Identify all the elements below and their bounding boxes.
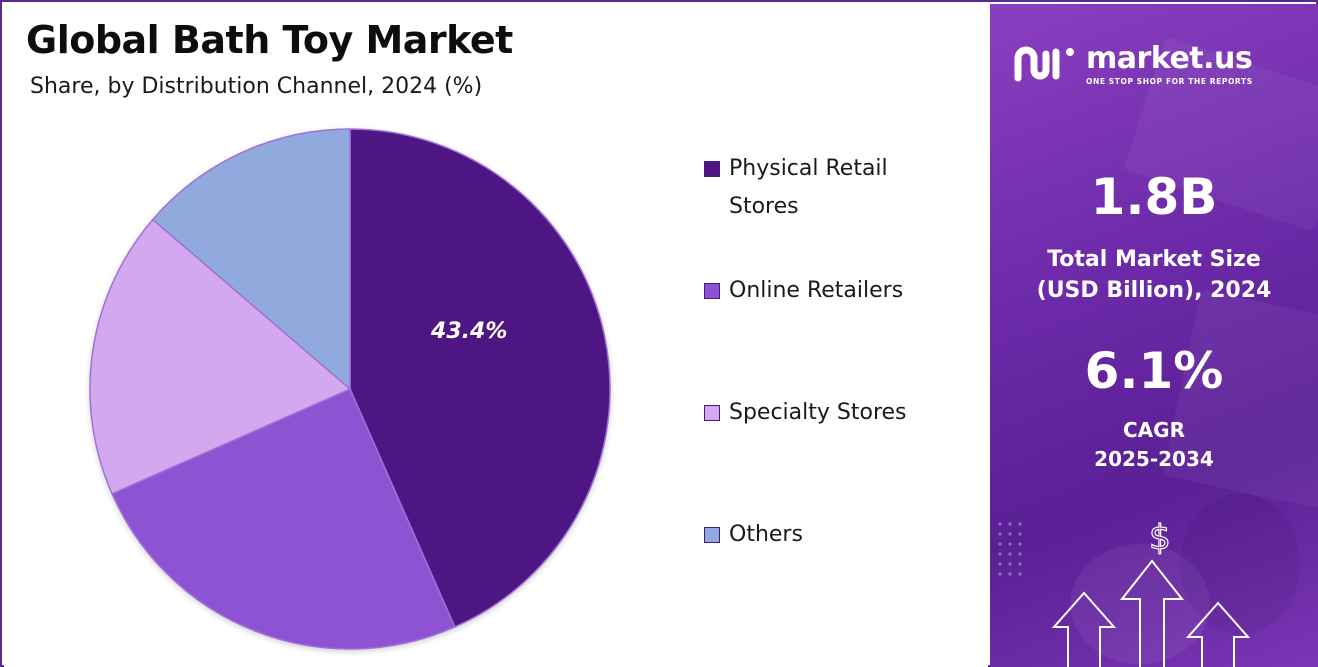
pie-chart: 43.4% bbox=[89, 128, 611, 650]
legend-item-specialty-stores: Specialty Stores bbox=[704, 394, 949, 432]
chart-title: Global Bath Toy Market bbox=[26, 18, 513, 62]
legend-swatch-specialty-stores bbox=[704, 405, 720, 421]
cagr-value: 6.1% bbox=[1084, 342, 1224, 400]
pie-slice-physical-retail-stores bbox=[349, 128, 611, 628]
market-size-label-line1: Total Market Size bbox=[1047, 247, 1261, 272]
pie-slice-online-retailers bbox=[111, 388, 456, 650]
up-arrow-icon bbox=[1119, 559, 1185, 667]
chart-subtitle: Share, by Distribution Channel, 2024 (%) bbox=[30, 74, 483, 99]
brand-tagline: ONE STOP SHOP FOR THE REPORTS bbox=[1086, 77, 1253, 86]
summary-sidebar: market.us ONE STOP SHOP FOR THE REPORTS … bbox=[990, 4, 1318, 667]
background-decoration bbox=[998, 38, 1318, 664]
brand-name: market.us bbox=[1086, 41, 1253, 76]
market-size-label-line2: (USD Billion), 2024 bbox=[1036, 278, 1272, 303]
cagr-label: CAGR 2025-2034 bbox=[990, 416, 1318, 474]
legend-label-others: Others bbox=[729, 522, 803, 547]
legend-label-physical-retail-stores: Physical Retail Stores bbox=[729, 150, 949, 226]
pie-slice-others bbox=[151, 128, 351, 391]
market-size-label: Total Market Size (USD Billion), 2024 bbox=[990, 244, 1318, 306]
chart-panel: Global Bath Toy Market Share, by Distrib… bbox=[4, 4, 988, 667]
legend-swatch-others bbox=[704, 527, 720, 543]
legend-label-line1: Physical Retail bbox=[729, 156, 888, 181]
legend-item-online-retailers: Online Retailers bbox=[704, 272, 949, 310]
pie-slice-specialty-stores bbox=[89, 218, 352, 495]
legend-label-specialty-stores: Specialty Stores bbox=[729, 400, 907, 425]
brand-logo: market.us ONE STOP SHOP FOR THE REPORTS bbox=[1012, 42, 1253, 88]
legend-swatch-physical-retail-stores bbox=[704, 161, 720, 177]
up-arrow-icon bbox=[1185, 601, 1251, 667]
cagr-label-line1: CAGR bbox=[1123, 418, 1185, 442]
legend-swatch-online-retailers bbox=[704, 283, 720, 299]
legend-item-physical-retail-stores: Physical Retail Stores bbox=[704, 150, 949, 226]
up-arrow-icon bbox=[1051, 591, 1117, 667]
pie-data-label: 43.4% bbox=[430, 319, 507, 344]
growth-arrows-graphic: $ bbox=[1051, 517, 1251, 667]
legend-label-online-retailers: Online Retailers bbox=[729, 278, 904, 303]
market-size-value: 1.8B bbox=[1090, 168, 1218, 226]
dollar-icon: $ bbox=[1149, 518, 1171, 558]
market-us-logo-icon bbox=[1014, 46, 1074, 82]
legend-item-others: Others bbox=[704, 516, 949, 554]
legend-label-line2: Stores bbox=[729, 194, 799, 219]
cagr-label-line2: 2025-2034 bbox=[1094, 447, 1214, 471]
